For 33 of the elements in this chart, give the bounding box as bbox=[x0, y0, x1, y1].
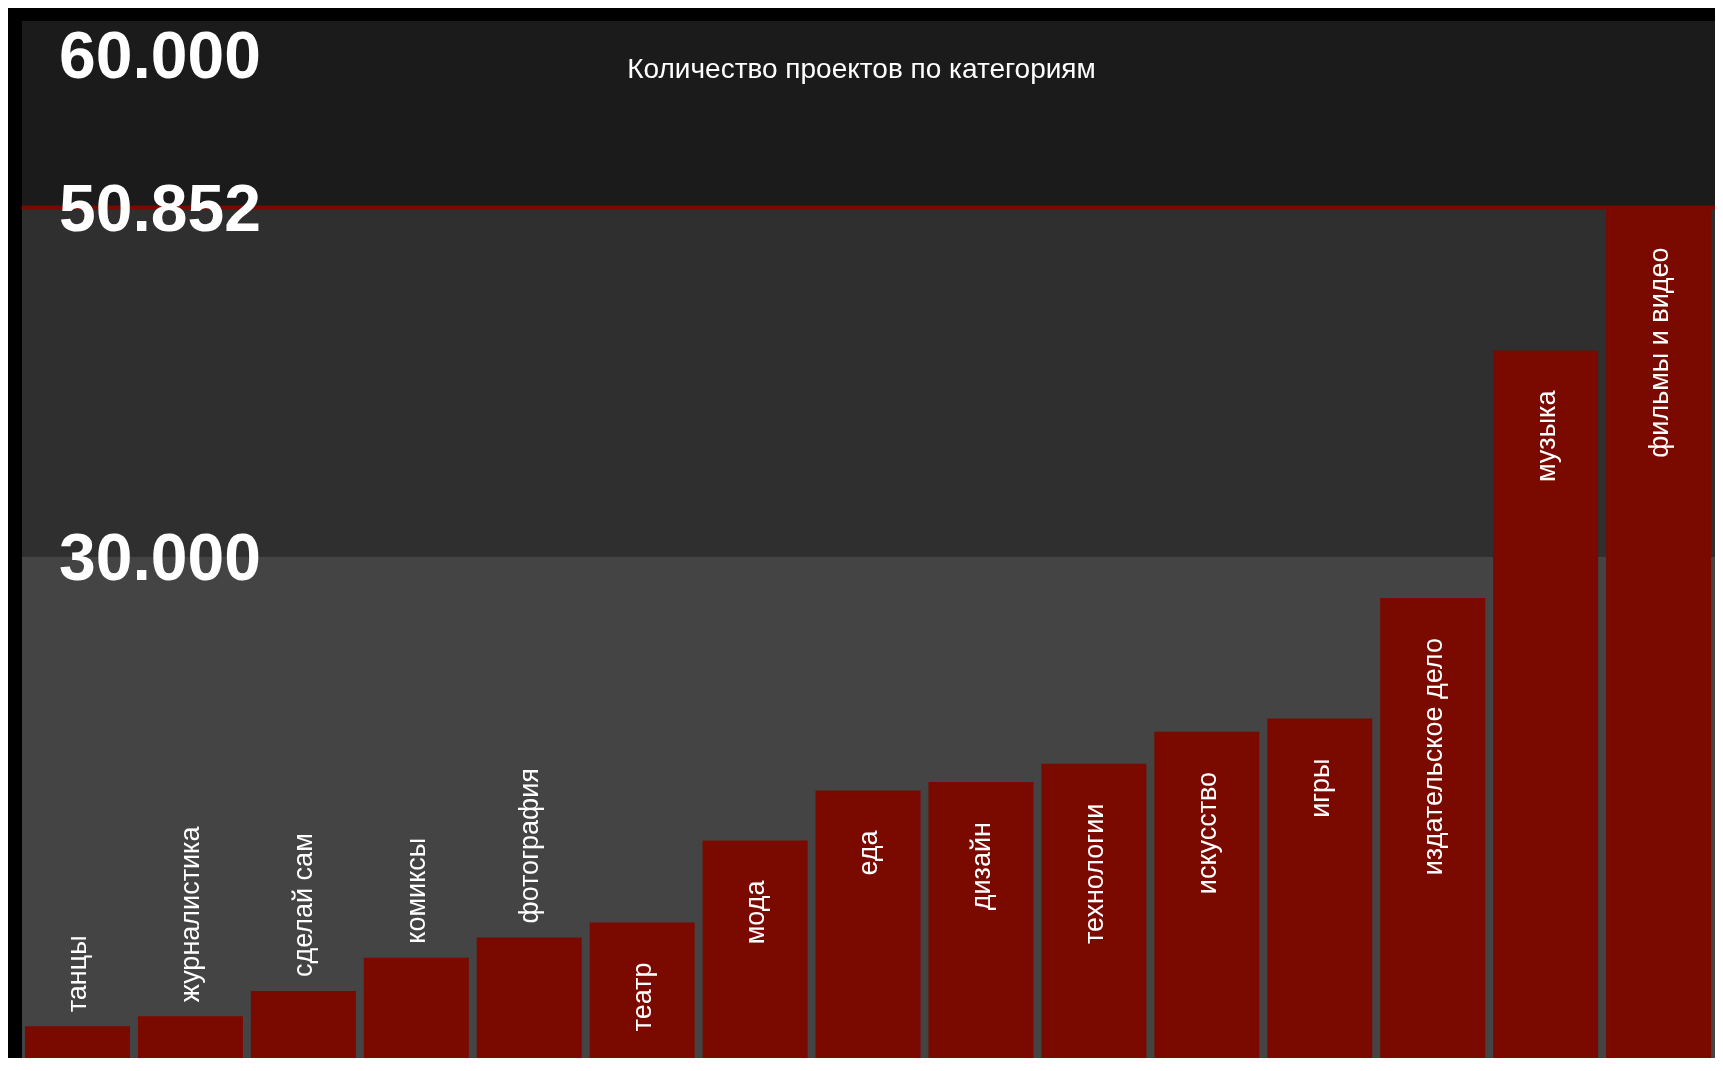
x-tick-label: дизайн bbox=[965, 822, 996, 911]
x-tick-label: технологии bbox=[1078, 803, 1109, 945]
x-tick-label: журналистика bbox=[175, 825, 206, 1003]
bar bbox=[250, 991, 356, 1058]
x-tick-label: фильмы и видео bbox=[1643, 247, 1674, 458]
bar bbox=[589, 922, 695, 1058]
x-tick-label: музыка bbox=[1530, 389, 1561, 483]
x-tick-label: фотография bbox=[514, 768, 545, 924]
y-tick-label: 30.000 bbox=[59, 520, 261, 595]
bar bbox=[1267, 718, 1373, 1058]
bar bbox=[25, 1026, 130, 1058]
x-tick-label: мода bbox=[740, 879, 771, 945]
x-tick-label: сделай сам bbox=[288, 833, 319, 978]
x-tick-label: театр bbox=[627, 962, 658, 1032]
y-tick-label: 50.852 bbox=[59, 171, 261, 246]
bar bbox=[1154, 731, 1260, 1058]
bar bbox=[1493, 350, 1599, 1058]
bar bbox=[702, 840, 808, 1058]
x-tick-label: танцы bbox=[62, 935, 93, 1013]
bar bbox=[476, 937, 582, 1058]
x-tick-label: комиксы bbox=[401, 837, 432, 944]
bar bbox=[137, 1016, 243, 1058]
y-tick-label: 60.000 bbox=[59, 18, 261, 93]
x-tick-label: издательское дело bbox=[1417, 638, 1448, 876]
bar bbox=[363, 957, 469, 1058]
bar bbox=[815, 790, 921, 1058]
x-tick-label: искусство bbox=[1191, 771, 1222, 895]
bar bbox=[1041, 763, 1147, 1058]
text: Количество проектов по категориям bbox=[627, 53, 1096, 84]
x-tick-label: игры bbox=[1304, 758, 1335, 818]
x-tick-label: еда bbox=[853, 829, 884, 876]
bar bbox=[928, 782, 1034, 1058]
bar bbox=[1380, 598, 1486, 1058]
